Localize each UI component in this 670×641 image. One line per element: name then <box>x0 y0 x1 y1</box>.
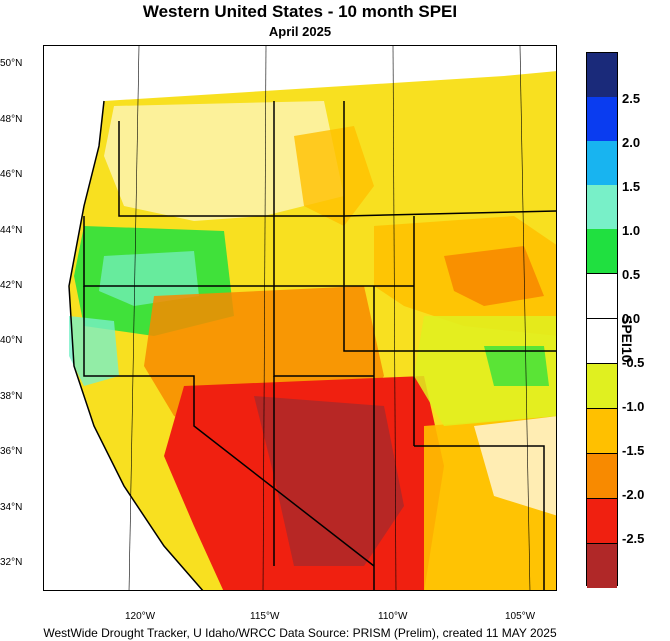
norcal-wet <box>69 316 119 386</box>
colorado-mixed <box>414 316 556 426</box>
lat-label: 38°N <box>0 391 23 402</box>
lon-label: 105°W <box>505 611 536 622</box>
colorbar-label: 1.5 <box>622 179 641 194</box>
lat-label: 40°N <box>0 335 23 346</box>
oregon-very-wet <box>99 251 199 306</box>
nm-east-neutral <box>474 416 556 516</box>
colorbar-label: 0.5 <box>622 267 641 282</box>
colorbar-label: 0.0 <box>622 311 641 326</box>
northern-rockies-dry <box>294 126 374 226</box>
colorado-wet <box>484 346 549 386</box>
colorbar-segment <box>587 229 617 273</box>
map-title: Western United States - 10 month SPEI <box>142 2 458 21</box>
colorbar-segment <box>587 273 617 318</box>
lon-label: 110°W <box>378 611 408 622</box>
colorbar-label: 2.5 <box>622 91 641 106</box>
colorbar-segment <box>587 53 617 97</box>
lat-label: 36°N <box>0 446 23 457</box>
lat-label: 50°N <box>0 58 23 69</box>
spei-map <box>43 45 557 591</box>
lat-label: 42°N <box>0 280 23 291</box>
lat-label: 48°N <box>0 114 23 125</box>
state-boundaries <box>83 101 556 590</box>
coastline <box>68 100 204 590</box>
colorbar-label: -1.0 <box>622 399 645 414</box>
wyoming-very-dry <box>444 246 544 306</box>
colorbar-segment <box>587 363 617 408</box>
lat-label: 44°N <box>0 225 23 236</box>
colorbar-segment <box>587 408 617 453</box>
colorbar-segment <box>587 185 617 229</box>
colorbar-segment <box>587 141 617 185</box>
lat-label: 32°N <box>0 557 23 568</box>
colorbar <box>586 52 618 588</box>
pnw-neutral-zone <box>104 101 344 221</box>
lat-label: 34°N <box>0 502 23 513</box>
colorbar-segment <box>587 498 617 543</box>
southwest-extreme <box>254 396 404 566</box>
colorbar-label: 2.0 <box>622 135 641 150</box>
map-canvas <box>44 46 556 590</box>
colorbar-label: -2.5 <box>622 531 645 546</box>
footer-credit: WestWide Drought Tracker, U Idaho/WRCC D… <box>43 626 557 640</box>
lon-label: 120°W <box>125 611 156 622</box>
colorbar-segment <box>587 453 617 498</box>
colorbar-title: SPEI10 <box>619 315 635 363</box>
colorbar-segment <box>587 97 617 141</box>
colorbar-segment <box>587 543 617 588</box>
colorbar-segment <box>587 318 617 363</box>
colorbar-label: -1.5 <box>622 443 645 458</box>
colorbar-label: -0.5 <box>622 355 645 370</box>
lat-label: 46°N <box>0 169 23 180</box>
graticule <box>128 46 531 590</box>
colorbar-label: -2.0 <box>622 487 645 502</box>
lon-label: 115°W <box>250 611 280 622</box>
map-subtitle: April 2025 <box>268 24 332 39</box>
colorbar-label: 1.0 <box>622 223 641 238</box>
